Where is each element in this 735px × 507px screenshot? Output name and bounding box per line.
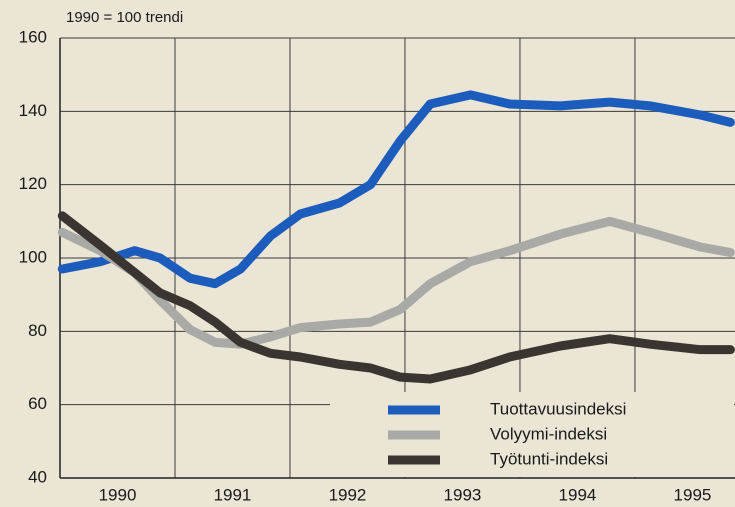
y-tick-label: 40 — [28, 467, 47, 486]
x-tick-label: 1994 — [559, 485, 597, 504]
x-tick-label: 1991 — [214, 485, 252, 504]
line — [57, 90, 735, 289]
annotation: 1990 = 100 trendi — [66, 9, 183, 26]
line — [57, 216, 735, 349]
x-tick-label: 1990 — [99, 485, 137, 504]
line — [57, 211, 735, 384]
legend-label: Työtunti-indeksi — [490, 449, 608, 468]
x-tick-label: 1992 — [329, 485, 367, 504]
y-tick-label: 160 — [19, 27, 47, 46]
y-tick-label: 120 — [19, 174, 47, 193]
y-tick-label: 100 — [19, 247, 47, 266]
legend-label: Tuottavuusindeksi — [490, 399, 626, 418]
y-tick-label: 80 — [28, 321, 47, 340]
legend-label: Volyymi-indeksi — [490, 424, 607, 443]
y-tick-label: 140 — [19, 101, 47, 120]
x-tick-label: 1993 — [444, 485, 482, 504]
x-tick-label: 1995 — [674, 485, 712, 504]
y-tick-label: 60 — [28, 394, 47, 413]
